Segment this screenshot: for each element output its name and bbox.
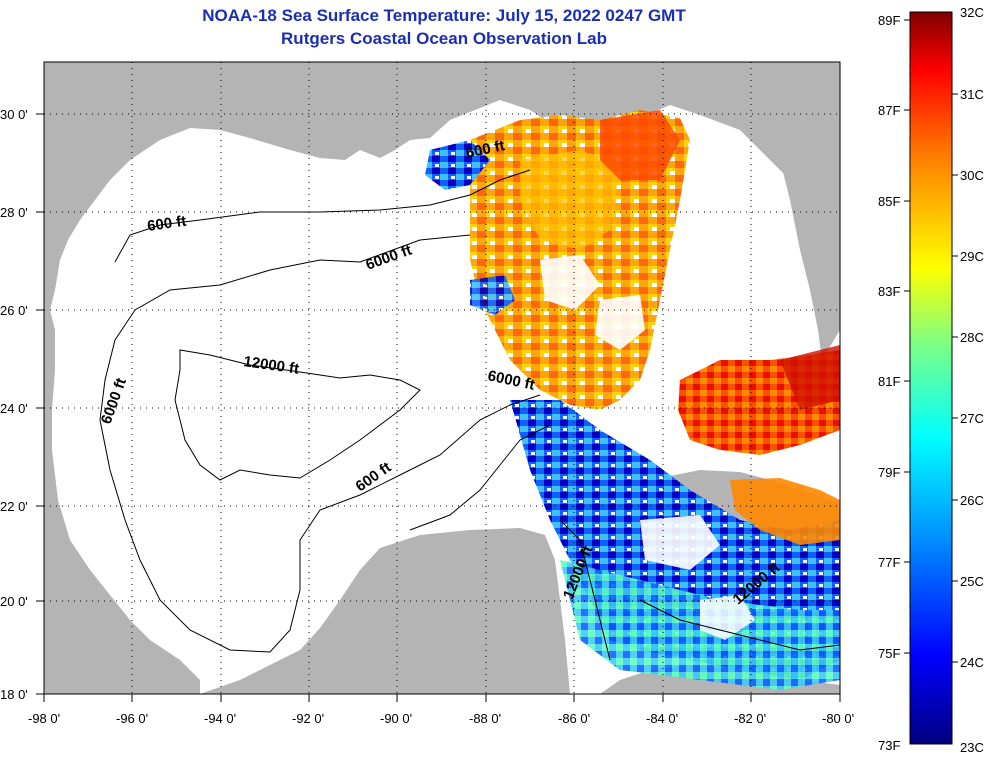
colorbar-fahrenheit-label: 87F: [878, 103, 900, 118]
colorbar-celsius-label: 26C: [960, 493, 984, 508]
lat-tick-label: 26 0': [0, 303, 28, 318]
lon-tick-label: -80 0': [822, 711, 854, 726]
colorbar-fahrenheit-label: 73F: [878, 738, 900, 753]
graticule: [44, 62, 840, 694]
lat-tick-label: 30 0': [0, 107, 28, 122]
colorbar-gradient: [909, 11, 953, 745]
map-subtitle: Rutgers Coastal Ocean Observation Lab: [281, 29, 607, 48]
colorbar-celsius-label: 27C: [960, 411, 984, 426]
colorbar-fahrenheit-label: 77F: [878, 555, 900, 570]
lon-tick-label: -86 0': [558, 711, 590, 726]
contour-label: 600 ft: [146, 213, 187, 235]
colorbar-celsius-label: 28C: [960, 330, 984, 345]
bathymetry-contours: [99, 169, 840, 661]
lon-tick-label: -94 0': [204, 711, 236, 726]
colorbar-celsius-label: 25C: [960, 574, 984, 589]
colorbar-celsius-label: 24C: [960, 655, 984, 670]
lon-tick-label: -88 0': [469, 711, 501, 726]
lon-tick-label: -90 0': [380, 711, 412, 726]
lon-tick-label: -98 0': [28, 711, 60, 726]
colorbar-fahrenheit-label: 75F: [878, 646, 900, 661]
lat-tick-label: 18 0': [0, 687, 28, 702]
colorbar-celsius-label: 29C: [960, 249, 984, 264]
colorbar-fahrenheit-label: 81F: [878, 374, 900, 389]
colorbar: 32C 31C 30C 29C 28C 27C 26C 25C 24C 23C …: [878, 5, 984, 755]
lon-labels: -98 0' -96 0' -94 0' -92 0' -90 0' -88 0…: [28, 711, 854, 726]
lat-tick-label: 20 0': [0, 594, 28, 609]
lon-tick-label: -92 0': [292, 711, 324, 726]
axis-ticks: [36, 113, 841, 702]
lat-tick-label: 28 0': [0, 205, 28, 220]
colorbar-fahrenheit-label: 89F: [878, 13, 900, 28]
colorbar-celsius-label: 23C: [960, 740, 984, 755]
map-title: NOAA-18 Sea Surface Temperature: July 15…: [202, 6, 686, 25]
sst-swath: [425, 110, 840, 690]
lon-tick-label: -82 0': [734, 711, 766, 726]
lon-tick-label: -84 0': [646, 711, 678, 726]
lat-labels: 30 0' 28 0' 26 0' 24 0' 22 0' 20 0' 18 0…: [0, 107, 28, 702]
lon-tick-label: -96 0': [116, 711, 148, 726]
colorbar-celsius-label: 31C: [960, 87, 984, 102]
lat-tick-label: 24 0': [0, 401, 28, 416]
colorbar-celsius-label: 32C: [960, 5, 984, 20]
colorbar-fahrenheit-label: 85F: [878, 194, 900, 209]
plot-frame: [43, 61, 841, 695]
lat-tick-label: 22 0': [0, 499, 28, 514]
colorbar-celsius-label: 30C: [960, 168, 984, 183]
colorbar-fahrenheit-label: 79F: [878, 465, 900, 480]
colorbar-fahrenheit-label: 83F: [878, 284, 900, 299]
